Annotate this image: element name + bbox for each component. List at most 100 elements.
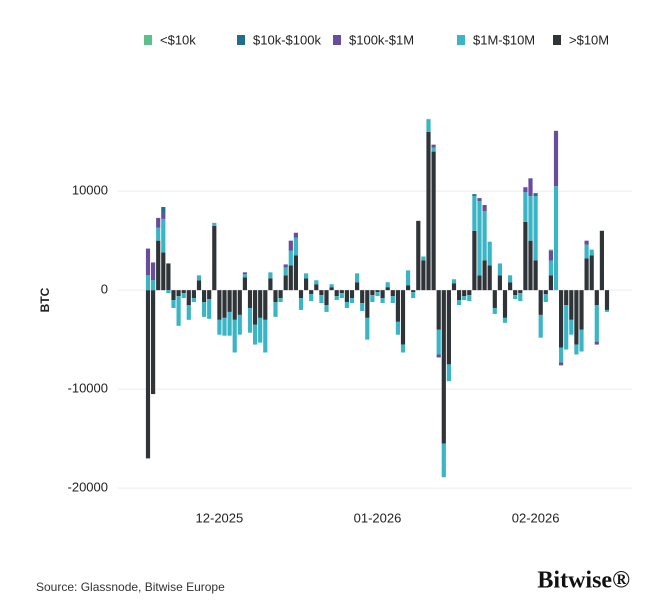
bar-segment [533, 193, 538, 197]
bar-segment [181, 290, 186, 294]
bar-segment [247, 307, 253, 333]
bar-segment [212, 225, 217, 291]
bar-segment [457, 290, 462, 301]
bar-segment [293, 255, 298, 291]
bar-segment [360, 290, 365, 304]
bar-segment [533, 196, 538, 261]
bar-segment [278, 298, 283, 303]
bar-segment [477, 198, 482, 202]
bar-segment [406, 285, 411, 291]
bar-segment [548, 249, 553, 251]
source-note: Source: Glassnode, Bitwise Europe [36, 580, 225, 594]
bar-segment [298, 290, 304, 299]
bar-segment [553, 186, 559, 291]
bar-segment [390, 296, 395, 304]
bar-segment [441, 443, 446, 478]
bar-segment [166, 263, 171, 291]
bar-segment [253, 290, 258, 325]
bar-segment [569, 290, 574, 320]
bar-segment [548, 250, 553, 261]
bar-segment [370, 290, 375, 296]
bar-segment [360, 303, 365, 311]
bar-segment [344, 302, 349, 308]
y-tick-label: -20000 [68, 480, 108, 495]
bar-segment [258, 290, 263, 318]
bar-segment [161, 212, 166, 219]
bar-segment [472, 230, 477, 291]
bar-segment [559, 347, 564, 363]
bar-segment [528, 196, 533, 241]
bar-segment [426, 131, 431, 291]
x-tick-label: 01-2026 [354, 510, 402, 525]
bar-segment [584, 258, 589, 291]
bar-segment [304, 273, 309, 279]
bar-segment [293, 237, 298, 256]
legend-swatch [237, 35, 245, 45]
bar-segment [186, 290, 191, 305]
bar-segment [502, 317, 508, 323]
bar-segment [339, 290, 344, 294]
bar-segment [411, 290, 416, 293]
bar-segment [268, 272, 273, 279]
legend-label: >$10M [569, 32, 609, 47]
bar-segment [436, 354, 441, 358]
bar-segment [191, 290, 196, 299]
bar-segment [564, 290, 569, 305]
bar-segment [406, 270, 411, 286]
bar-segment [421, 256, 426, 261]
bar-segment [400, 344, 406, 353]
bar-segment [283, 267, 288, 276]
bar-segment [589, 255, 594, 291]
bar-segment [145, 290, 151, 459]
bar-segment [436, 329, 441, 355]
bar-segment [176, 296, 181, 326]
bar-segment [513, 295, 518, 300]
bar-segment [227, 311, 232, 336]
bar-segment [523, 192, 528, 222]
bar-segment [421, 260, 426, 291]
bar-segment [161, 252, 166, 291]
bar-segment [156, 240, 161, 291]
bar-segment [283, 275, 288, 291]
bar-segment [365, 290, 370, 318]
bar-segment [559, 290, 564, 348]
bar-segment [273, 290, 278, 303]
bar-segment [395, 321, 400, 335]
bar-segment [533, 260, 538, 291]
bar-segment [436, 290, 441, 330]
bar-segment [151, 262, 156, 281]
bar-segment [314, 284, 319, 291]
bar-segment [492, 290, 497, 308]
bar-segment [472, 196, 477, 231]
bar-segment [207, 299, 212, 319]
bar-segment [390, 290, 395, 297]
bar-segment [268, 278, 273, 291]
bar-segment [416, 220, 421, 291]
bar-segment [528, 240, 533, 291]
bar-segment [314, 280, 319, 285]
y-axis-label: BTC [38, 287, 52, 312]
bar-segment [370, 295, 375, 303]
bar-segment [222, 317, 227, 336]
bar-segment [283, 264, 288, 268]
bar-segment [482, 205, 487, 211]
bar-segment [462, 290, 467, 297]
bar-segment [564, 305, 569, 350]
bar-segment [344, 290, 349, 303]
bar-segment [528, 178, 533, 197]
bar-segment [145, 275, 151, 291]
bar-segment [446, 290, 451, 365]
bar-segment [400, 290, 406, 345]
bar-segment [395, 290, 400, 322]
x-tick-label: 02-2026 [512, 510, 560, 525]
bar-segment [574, 290, 579, 345]
bar-segment [477, 275, 482, 291]
bar-segment [309, 290, 314, 295]
bar-segment [202, 290, 207, 303]
bar-segment [227, 290, 232, 312]
bar-segment [161, 207, 166, 213]
bar-segment [166, 290, 171, 294]
bar-segment [222, 290, 227, 318]
bar-segment [380, 298, 385, 304]
